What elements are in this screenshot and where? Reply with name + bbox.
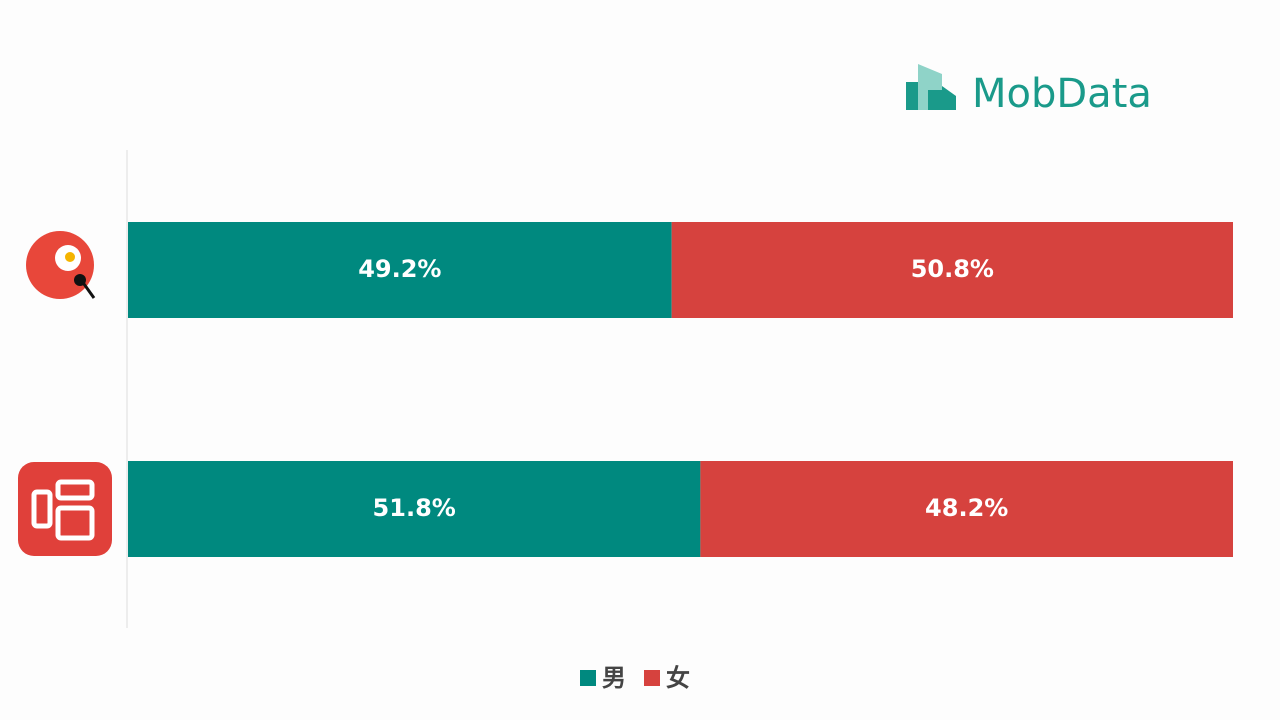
icon-shape [55,479,95,501]
category-icon [26,231,96,299]
value-label: 48.2% [925,494,1008,522]
bar [700,461,1233,557]
icon-shape [55,505,95,541]
legend-swatch [644,670,660,686]
bar [128,461,701,557]
logo-text: MobData [972,71,1152,117]
icon-shape [65,252,75,262]
value-label: 49.2% [358,255,441,283]
logo-bar [942,86,956,110]
bar [128,222,672,318]
value-label: 50.8% [911,255,994,283]
icon-shape [31,489,53,529]
logo-bar [906,82,918,110]
legend-label: 女 [666,664,690,692]
logo-bar [928,90,942,110]
legend-label: 男 [602,664,626,692]
value-label: 51.8% [373,494,456,522]
legend-swatch [580,670,596,686]
icon-shape [82,283,96,299]
bar [671,222,1233,318]
category-icon [18,462,112,556]
icon-shape [74,274,86,286]
logo: MobData [906,64,1152,117]
